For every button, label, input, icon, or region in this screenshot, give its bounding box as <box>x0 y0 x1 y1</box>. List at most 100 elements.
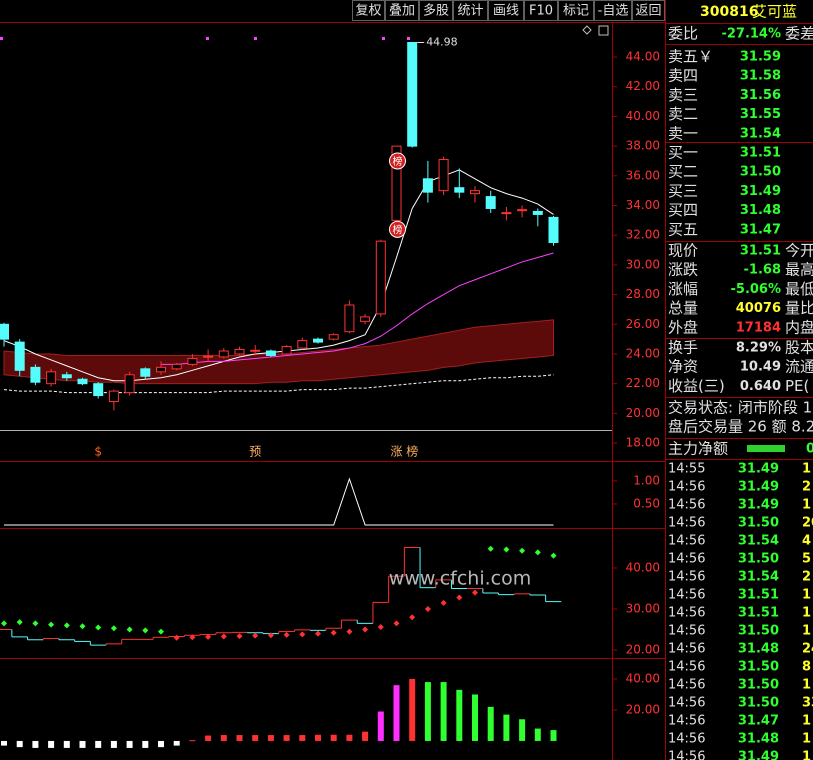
tick-volume: 1 <box>802 588 811 603</box>
y-tick-label: 0.50 <box>633 496 660 510</box>
toolbar-label[interactable]: F10 <box>529 4 553 19</box>
main-flow-value: 0 <box>806 442 813 457</box>
tick-price: 31.54 <box>738 534 779 549</box>
flow-bar <box>63 740 70 748</box>
tick-time: 14:56 <box>668 480 705 495</box>
toolbar-button[interactable] <box>488 0 524 21</box>
toolbar-button[interactable] <box>524 0 558 21</box>
flow-bar <box>189 740 196 742</box>
sar-dot <box>220 633 227 640</box>
toolbar-label[interactable]: 返回 <box>635 4 661 19</box>
event-marker: 榜 <box>406 444 418 459</box>
row-value: -27.14% <box>721 27 781 42</box>
tick-price: 31.48 <box>738 732 779 747</box>
panel-borders <box>0 0 666 760</box>
sar-dot <box>252 632 259 639</box>
tick-volume: 1 <box>802 714 811 729</box>
status-line: 交易状态: 闭市阶段 1 <box>668 399 812 417</box>
toolbar-button[interactable] <box>385 0 419 21</box>
candle-body <box>281 346 292 355</box>
toolbar-button[interactable] <box>632 0 665 21</box>
row-label: 卖三 <box>668 86 698 104</box>
event-marker: $ <box>94 445 102 459</box>
flow-bar <box>393 685 400 741</box>
row-value: 8.29% <box>736 341 781 356</box>
row-label: 外盘 <box>668 318 698 336</box>
candle-body <box>124 374 135 394</box>
flow-bar <box>16 740 23 748</box>
y-tick-label: 24.00 <box>626 346 660 360</box>
row-value: 31.55 <box>740 107 781 122</box>
y-tick-label: 30.00 <box>626 257 660 271</box>
toolbar-label[interactable]: 标记 <box>563 4 589 19</box>
y-tick-label: 20.00 <box>626 406 660 420</box>
toolbar-label[interactable]: 叠加 <box>389 4 415 19</box>
toolbar-label[interactable]: 多股 <box>423 3 449 19</box>
toolbar-label[interactable]: 统计 <box>457 4 483 19</box>
flow-bar <box>440 682 447 741</box>
tick-volume: 8 <box>802 660 811 675</box>
candle-body <box>422 178 433 193</box>
toolbar-button[interactable] <box>558 0 594 21</box>
candle-body <box>360 316 371 322</box>
flow-bar <box>267 735 274 741</box>
chart-icons[interactable] <box>582 25 609 36</box>
row-label: 净资 <box>668 358 698 376</box>
sar-dot <box>126 626 133 633</box>
tick-time: 14:56 <box>668 588 705 603</box>
toolbar-button[interactable] <box>419 0 453 21</box>
row-value: 0.640 <box>740 379 781 394</box>
candle-body <box>470 190 480 195</box>
candle-body <box>156 366 166 373</box>
row-label: 换手 <box>668 339 698 357</box>
toolbar-label[interactable]: 画线 <box>493 4 519 19</box>
row-label: 现价 <box>668 242 698 260</box>
sar-dot <box>377 624 384 631</box>
stock-name: 艾可蓝 <box>752 3 797 21</box>
sar-dot <box>283 631 290 638</box>
row-label: 总量 <box>668 299 698 317</box>
badge <box>389 152 406 170</box>
toolbar-button[interactable] <box>352 0 385 21</box>
row-label: 买一 <box>668 144 698 162</box>
row-label: 买四 <box>668 201 698 219</box>
toolbar-label[interactable]: -自选 <box>598 4 629 19</box>
row-extra: 最低 <box>785 280 813 298</box>
tick-price: 31.49 <box>738 750 779 760</box>
tick-time: 14:56 <box>668 516 705 531</box>
sar-dot <box>16 619 23 626</box>
row-label: 收益(三) <box>668 377 725 395</box>
flow-bar <box>519 719 526 741</box>
tick-volume: 5 <box>802 552 811 567</box>
candle-body <box>203 355 214 358</box>
row-label: 买五 <box>668 220 698 238</box>
sar-dot <box>1 620 7 627</box>
y-tick-label: 42.00 <box>626 79 660 93</box>
flow-bar <box>424 682 431 741</box>
row-extra: 股本 <box>785 339 813 357</box>
y-tick-label: 44.00 <box>626 50 660 64</box>
candle-body <box>438 158 449 192</box>
sar-dot <box>550 552 557 559</box>
row-value: 31.51 <box>740 244 781 259</box>
candle-body <box>77 378 88 385</box>
candle-body <box>375 240 386 315</box>
toolbar-button[interactable] <box>594 0 632 21</box>
sar-dot <box>95 624 102 631</box>
sar-dot <box>472 589 478 596</box>
tick-volume: 1 <box>802 498 811 513</box>
sar-dot <box>173 634 180 641</box>
tick-time: 14:56 <box>668 642 705 657</box>
tick-price: 31.50 <box>738 660 779 675</box>
sar-dot <box>236 633 243 640</box>
y-tick-label: 1.00 <box>633 473 660 487</box>
y-tick-label: 36.00 <box>626 168 660 182</box>
flow-bar <box>79 740 86 748</box>
sar-dot <box>32 620 39 627</box>
toolbar-label[interactable]: 复权 <box>355 3 381 19</box>
tick-time: 14:56 <box>668 732 705 747</box>
sar-dot <box>189 634 196 641</box>
toolbar-button[interactable] <box>453 0 488 21</box>
sar-dot <box>409 614 416 621</box>
